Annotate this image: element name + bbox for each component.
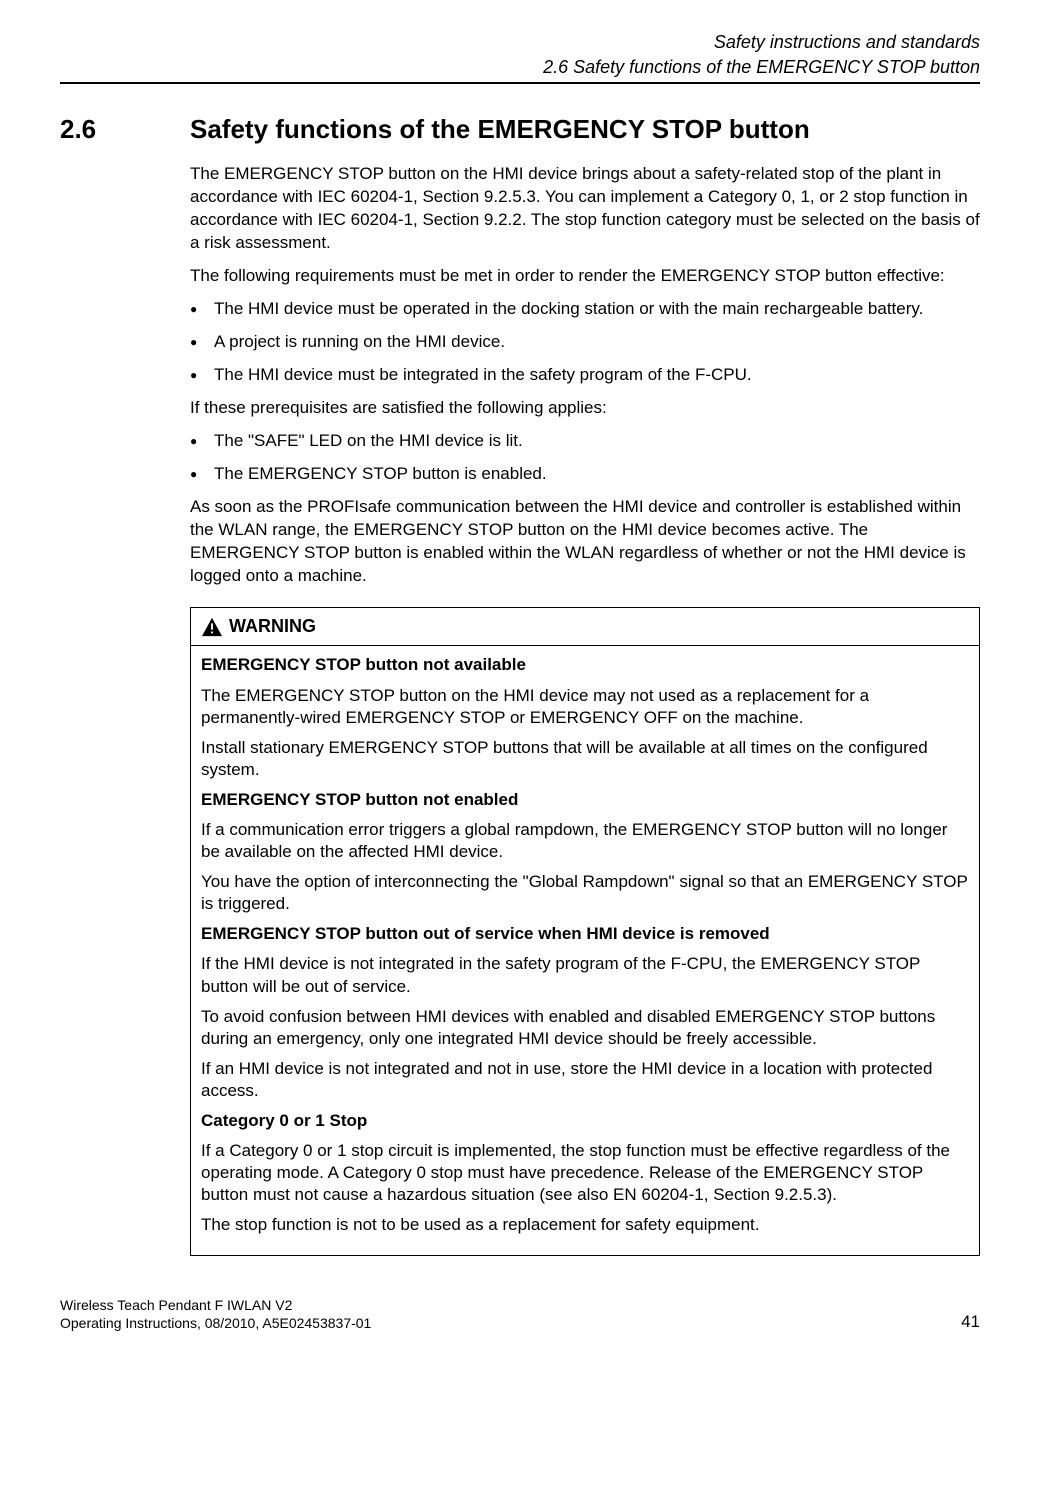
warning-paragraph: The EMERGENCY STOP button on the HMI dev… bbox=[201, 685, 969, 729]
warning-subtitle: EMERGENCY STOP button not available bbox=[201, 654, 969, 676]
main-content: The EMERGENCY STOP button on the HMI dev… bbox=[190, 163, 980, 1255]
header-line-2: 2.6 Safety functions of the EMERGENCY ST… bbox=[60, 55, 980, 80]
warning-triangle-icon bbox=[201, 617, 223, 637]
list-item: The "SAFE" LED on the HMI device is lit. bbox=[190, 430, 980, 453]
paragraph: As soon as the PROFIsafe communication b… bbox=[190, 496, 980, 588]
warning-paragraph: If an HMI device is not integrated and n… bbox=[201, 1058, 969, 1102]
page-footer: Wireless Teach Pendant F IWLAN V2 Operat… bbox=[60, 1296, 980, 1332]
warning-paragraph: If a Category 0 or 1 stop circuit is imp… bbox=[201, 1140, 969, 1206]
warning-box: WARNING EMERGENCY STOP button not availa… bbox=[190, 607, 980, 1255]
warning-paragraph: You have the option of interconnecting t… bbox=[201, 871, 969, 915]
warning-paragraph: To avoid confusion between HMI devices w… bbox=[201, 1006, 969, 1050]
bullet-list: The "SAFE" LED on the HMI device is lit.… bbox=[190, 430, 980, 486]
bullet-list: The HMI device must be operated in the d… bbox=[190, 298, 980, 387]
footer-info: Operating Instructions, 08/2010, A5E0245… bbox=[60, 1314, 371, 1332]
header-line-1: Safety instructions and standards bbox=[60, 30, 980, 55]
section-number: 2.6 bbox=[60, 114, 190, 145]
list-item: The HMI device must be integrated in the… bbox=[190, 364, 980, 387]
warning-paragraph: If the HMI device is not integrated in t… bbox=[201, 953, 969, 997]
footer-title: Wireless Teach Pendant F IWLAN V2 bbox=[60, 1296, 371, 1314]
page-number: 41 bbox=[961, 1312, 980, 1332]
list-item: A project is running on the HMI device. bbox=[190, 331, 980, 354]
warning-subtitle: EMERGENCY STOP button not enabled bbox=[201, 789, 969, 811]
paragraph: If these prerequisites are satisfied the… bbox=[190, 397, 980, 420]
warning-subtitle: Category 0 or 1 Stop bbox=[201, 1110, 969, 1132]
warning-subtitle: EMERGENCY STOP button out of service whe… bbox=[201, 923, 969, 945]
warning-paragraph: The stop function is not to be used as a… bbox=[201, 1214, 969, 1236]
section-title: Safety functions of the EMERGENCY STOP b… bbox=[190, 114, 810, 145]
list-item: The HMI device must be operated in the d… bbox=[190, 298, 980, 321]
warning-label: WARNING bbox=[229, 616, 316, 637]
warning-paragraph: If a communication error triggers a glob… bbox=[201, 819, 969, 863]
paragraph: The EMERGENCY STOP button on the HMI dev… bbox=[190, 163, 980, 255]
warning-header: WARNING bbox=[191, 608, 979, 646]
warning-paragraph: Install stationary EMERGENCY STOP button… bbox=[201, 737, 969, 781]
section-heading: 2.6 Safety functions of the EMERGENCY ST… bbox=[60, 114, 980, 145]
warning-body: EMERGENCY STOP button not available The … bbox=[191, 646, 979, 1254]
footer-left: Wireless Teach Pendant F IWLAN V2 Operat… bbox=[60, 1296, 371, 1332]
header-rule bbox=[60, 82, 980, 84]
paragraph: The following requirements must be met i… bbox=[190, 265, 980, 288]
list-item: The EMERGENCY STOP button is enabled. bbox=[190, 463, 980, 486]
running-header: Safety instructions and standards 2.6 Sa… bbox=[60, 30, 980, 80]
